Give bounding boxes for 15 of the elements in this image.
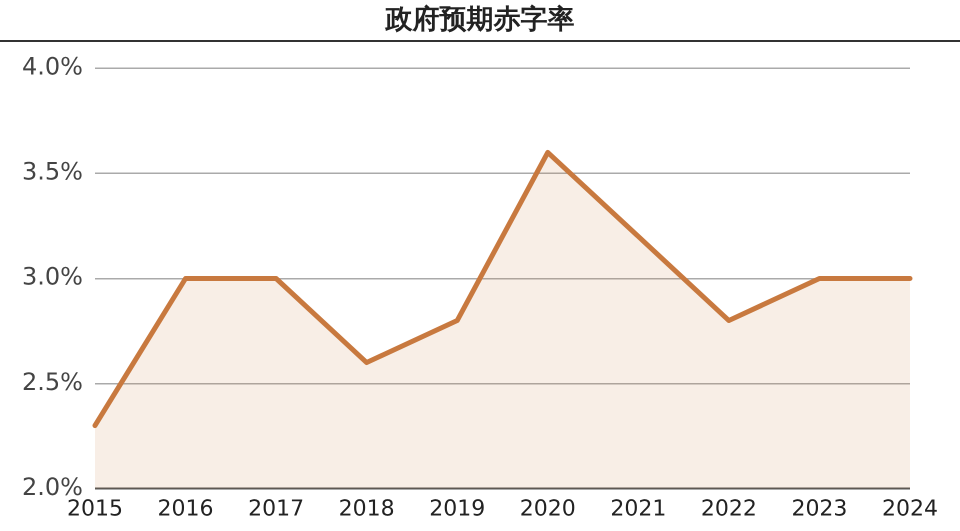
x-tick-label: 2021 <box>610 496 666 522</box>
x-tick-label: 2017 <box>248 496 304 522</box>
x-tick-label: 2018 <box>338 496 395 522</box>
y-tick-label: 2.5% <box>22 368 83 396</box>
x-tick-label: 2020 <box>520 496 576 522</box>
x-tick-label: 2023 <box>791 496 848 522</box>
y-tick-label: 3.5% <box>22 158 83 186</box>
y-tick-label: 3.0% <box>22 262 83 291</box>
y-tick-label: 4.0% <box>22 52 83 81</box>
x-tick-label: 2019 <box>429 496 486 522</box>
x-tick-label: 2022 <box>700 496 757 522</box>
x-tick-label: 2024 <box>882 496 938 522</box>
chart-title: 政府预期赤字率 <box>0 0 960 42</box>
x-tick-label: 2015 <box>66 496 123 522</box>
x-tick-label: 2016 <box>158 496 214 522</box>
